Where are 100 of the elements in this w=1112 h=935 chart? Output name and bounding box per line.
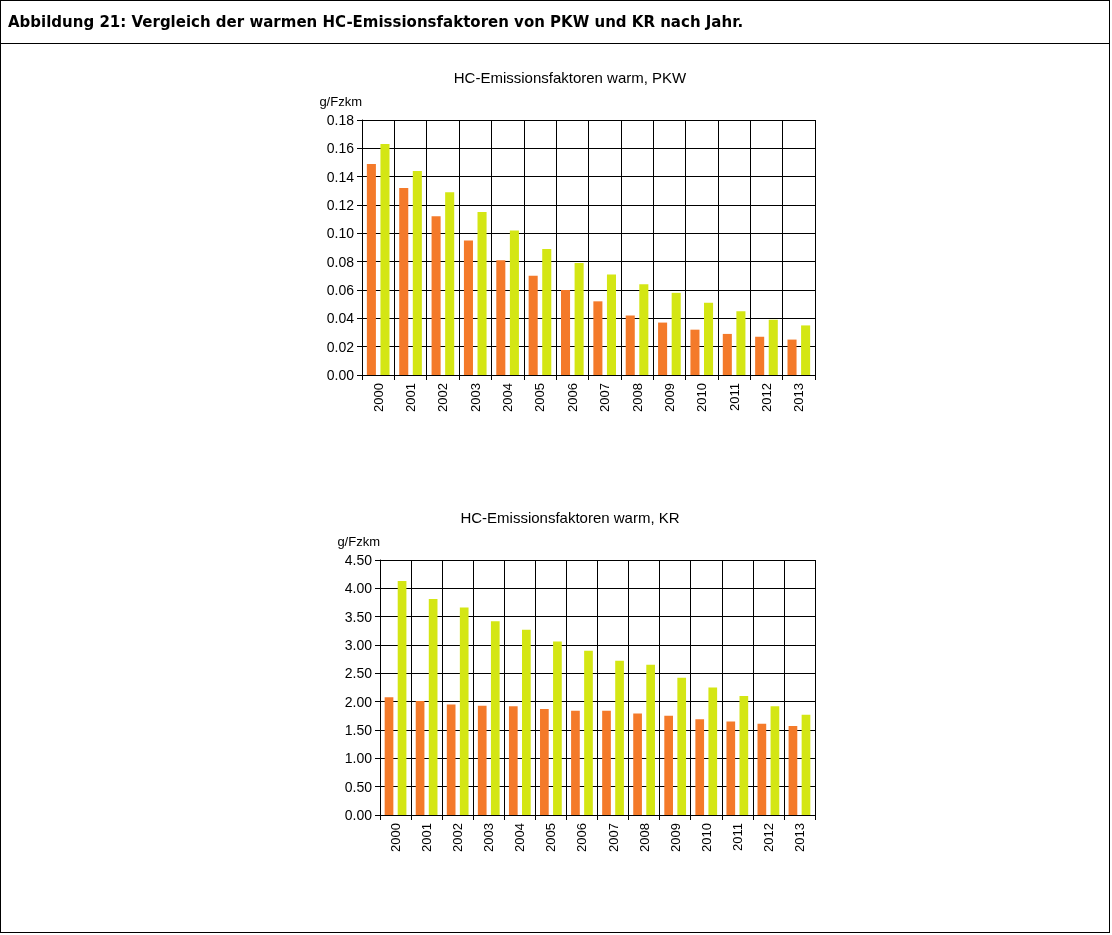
chart-title: HC-Emissionsfaktoren warm, PKW (453, 69, 688, 86)
bar (639, 284, 649, 375)
bar (695, 719, 705, 815)
x-tick-label: 2009 (661, 383, 677, 412)
bar (399, 188, 409, 375)
bar (788, 726, 798, 815)
y-tick-label: 3.00 (344, 637, 373, 653)
x-tick-label: 2000 (370, 383, 386, 412)
bar (602, 710, 611, 815)
bar (542, 248, 552, 375)
x-tick-label: 2007 (597, 383, 613, 412)
bar (561, 290, 571, 375)
bar (431, 216, 441, 375)
bar (633, 713, 642, 815)
y-tick-label: 0.04 (326, 310, 355, 327)
bar (380, 144, 390, 375)
bar (571, 710, 580, 815)
x-tick-label: 2008 (629, 383, 645, 412)
y-tick-label: 4.00 (344, 580, 373, 597)
bar (677, 677, 687, 815)
bar (755, 336, 765, 375)
bar (768, 319, 778, 375)
bar (801, 714, 811, 815)
x-tick-label: 2002 (450, 823, 466, 852)
x-tick-label: 2007 (605, 823, 621, 852)
bar (446, 704, 456, 815)
bar (428, 599, 438, 815)
x-tick-label: 2011 (729, 823, 745, 851)
bar (397, 580, 407, 815)
bar (463, 240, 473, 375)
bar (726, 721, 736, 815)
bar (736, 311, 746, 375)
x-tick-label: 2009 (667, 823, 683, 852)
bar (384, 697, 394, 815)
bar (708, 687, 718, 815)
bar (739, 696, 749, 815)
x-tick-label: 2012 (760, 823, 776, 852)
y-tick-label: 0.12 (326, 197, 355, 213)
caption: Abbildung 21: Vergleich der warmen HC-Emissionsfaktoren von PKW und KR nach Jahr. (0, 0, 1110, 44)
bar (584, 650, 593, 815)
bar (615, 660, 624, 815)
bar (658, 322, 668, 375)
bar (366, 163, 376, 375)
bar (690, 329, 700, 375)
bar (664, 715, 673, 815)
x-tick-label: 2006 (574, 823, 590, 852)
bar (477, 212, 487, 375)
x-tick-label: 2000 (388, 823, 404, 852)
bar (445, 192, 455, 375)
bar (509, 230, 519, 375)
bar (625, 315, 635, 375)
y-tick-label: 0.10 (326, 225, 355, 242)
chart-title: HC-Emissionsfaktoren warm, KR (460, 509, 680, 526)
y-tick-label: 3.50 (344, 608, 373, 625)
x-tick-label: 2004 (500, 383, 516, 412)
y-axis-title: g/Fzkm (337, 534, 380, 549)
bar (412, 171, 422, 375)
x-tick-label: 2005 (532, 383, 548, 412)
y-tick-label: 0.00 (344, 807, 373, 823)
bar (540, 709, 549, 815)
x-tick-label: 2012 (758, 383, 774, 412)
y-tick-label: 0.06 (326, 282, 355, 298)
bar (508, 706, 518, 815)
bar (801, 325, 811, 375)
bar (646, 664, 655, 815)
x-tick-label: 2006 (564, 383, 580, 412)
bar (522, 629, 531, 815)
bar (770, 706, 780, 815)
bar (574, 263, 584, 375)
bar (787, 339, 797, 375)
y-tick-label: 0.16 (326, 140, 355, 157)
bar (553, 641, 562, 815)
bar (671, 292, 681, 375)
y-tick-label: 0.02 (326, 338, 355, 355)
bar (496, 260, 506, 375)
bar (415, 701, 425, 815)
y-tick-label: 2.00 (344, 693, 373, 710)
y-tick-label: 0.08 (326, 253, 355, 270)
bar (477, 705, 487, 815)
x-tick-label: 2008 (636, 823, 652, 852)
x-tick-label: 2003 (481, 823, 497, 852)
x-tick-label: 2001 (403, 383, 419, 412)
bar (490, 621, 500, 815)
bar (606, 274, 616, 375)
y-tick-label: 4.50 (344, 552, 373, 568)
x-tick-label: 2010 (698, 823, 714, 852)
bar (459, 607, 469, 815)
y-tick-label: 2.50 (344, 665, 373, 682)
x-tick-label: 2001 (419, 823, 435, 852)
bar (757, 723, 767, 815)
y-tick-label: 0.50 (344, 778, 373, 795)
x-tick-label: 2004 (512, 823, 528, 852)
bar (528, 275, 538, 375)
y-axis-title: g/Fzkm (319, 94, 362, 109)
y-tick-label: 0.14 (326, 168, 355, 185)
x-tick-label: 2010 (694, 383, 710, 412)
y-tick-label: 1.00 (344, 750, 373, 767)
bar (704, 302, 714, 375)
y-tick-label: 0.18 (326, 112, 355, 128)
bar (593, 301, 603, 375)
